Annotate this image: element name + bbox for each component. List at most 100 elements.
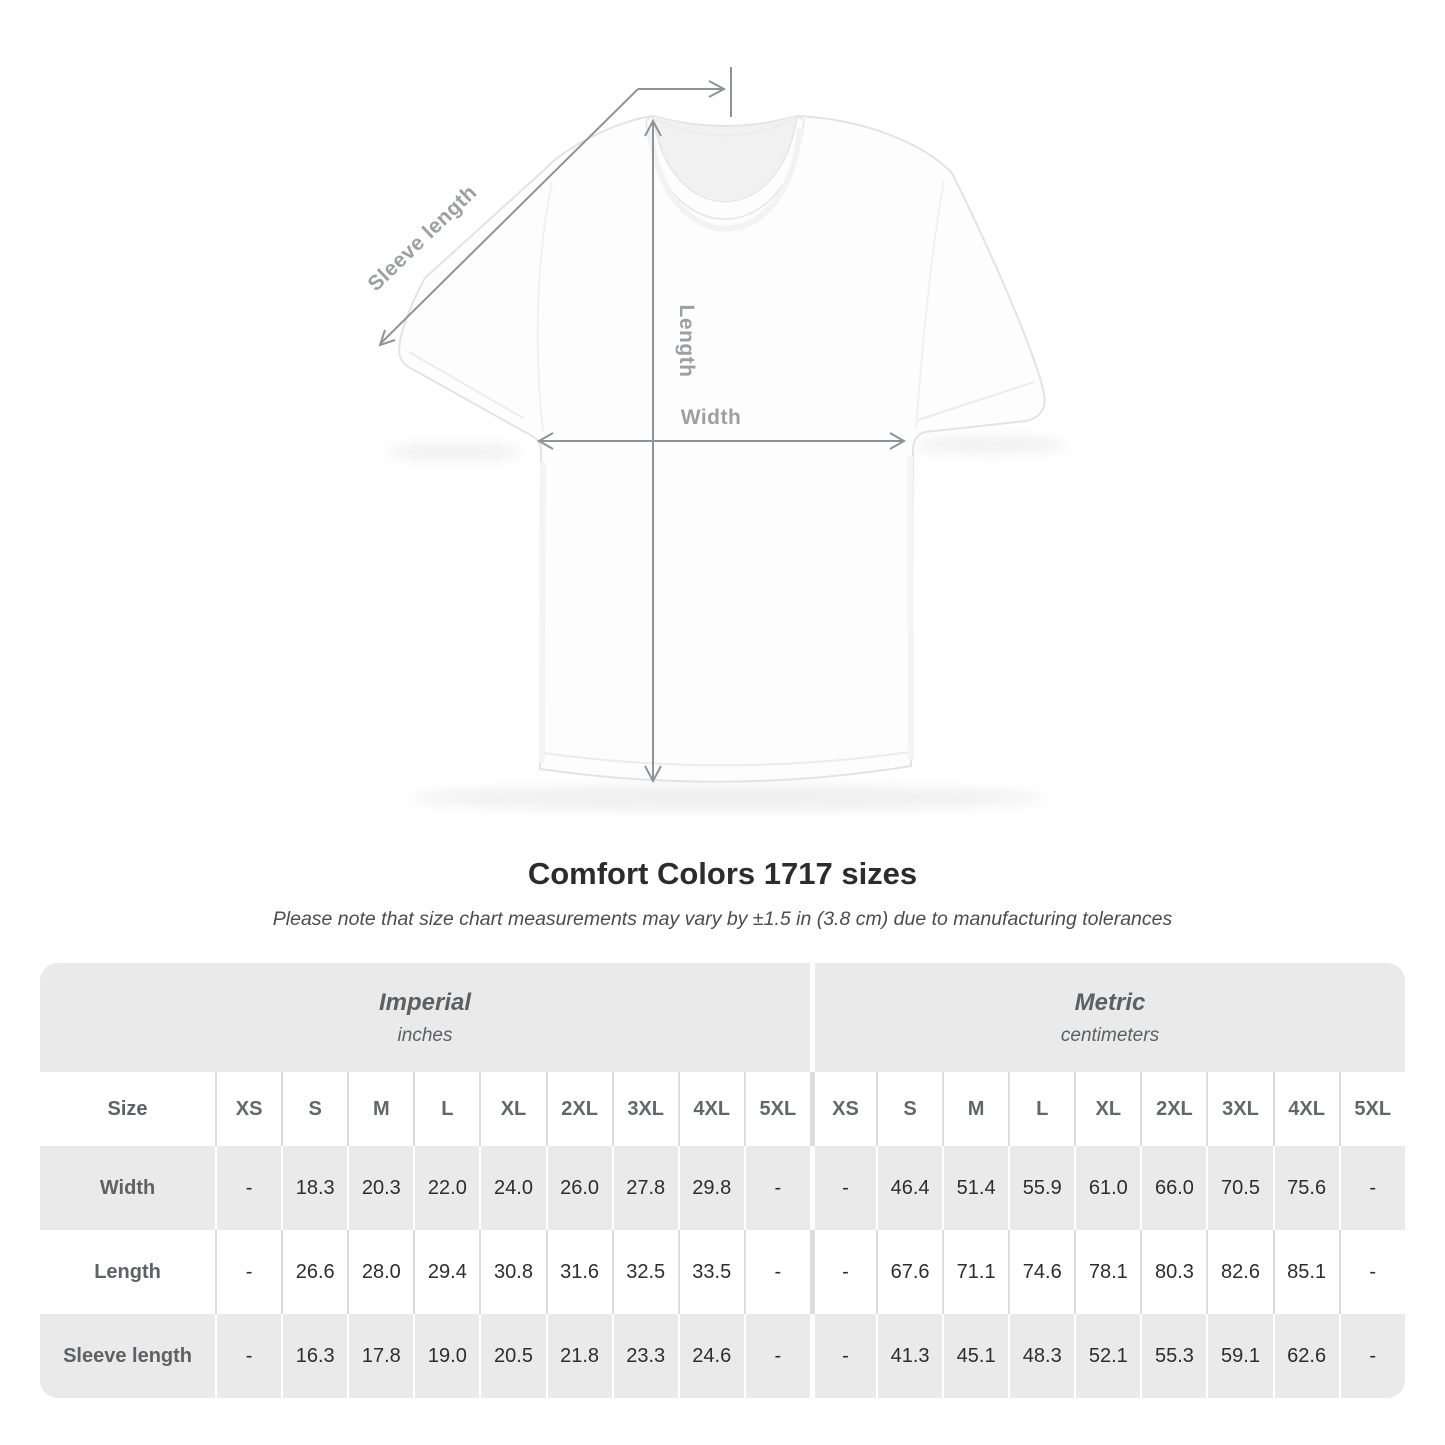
length-arrow bbox=[644, 118, 662, 784]
metric-value-cell: - bbox=[1338, 1230, 1405, 1314]
width-label: Width bbox=[681, 406, 742, 429]
metric-value-cell: 55.3 bbox=[1140, 1314, 1206, 1398]
metric-value-cell: 75.6 bbox=[1272, 1146, 1339, 1230]
metric-value-cell: 71.1 bbox=[942, 1230, 1008, 1314]
metric-value-cell: 46.4 bbox=[876, 1146, 942, 1230]
imperial-value-cell: 19.0 bbox=[413, 1314, 479, 1398]
sleeve-length-row: Sleeve length -16.3 17.8 19.0 20.5 21.8 23.3 24… bbox=[40, 1314, 1405, 1398]
imperial-size-header: S bbox=[281, 1072, 347, 1146]
tshirt-shape bbox=[398, 114, 1046, 783]
tolerance-note: Please note that size chart measurements… bbox=[272, 908, 1173, 930]
size-table: Imperial inches Metric centimeters Size X… bbox=[40, 963, 1405, 1398]
imperial-sublabel: inches bbox=[397, 1024, 453, 1046]
imperial-value-cell: 32.5 bbox=[611, 1230, 678, 1314]
imperial-value-cell: 18.3 bbox=[281, 1146, 347, 1230]
imperial-value-cell: 16.3 bbox=[281, 1314, 347, 1398]
imperial-size-header: 3XL bbox=[611, 1072, 678, 1146]
metric-sublabel: centimeters bbox=[1060, 1024, 1160, 1046]
metric-size-header: XS bbox=[809, 1072, 876, 1146]
imperial-value-cell: 33.5 bbox=[677, 1230, 744, 1314]
imperial-size-header: L bbox=[413, 1072, 479, 1146]
metric-value-cell: - bbox=[809, 1314, 876, 1398]
metric-value-cell: 74.6 bbox=[1008, 1230, 1074, 1314]
metric-value-cell: 59.1 bbox=[1206, 1314, 1272, 1398]
metric-label: Metric bbox=[1074, 988, 1146, 1016]
tshirt-diagram: Sleeve length Length Width bbox=[363, 67, 1070, 811]
metric-size-header: M bbox=[942, 1072, 1008, 1146]
imperial-size-header: M bbox=[347, 1072, 413, 1146]
imperial-value-cell: 22.0 bbox=[413, 1146, 479, 1230]
imperial-value-cell: - bbox=[743, 1230, 810, 1314]
size-header-row: Size XS S M L XL 2XL 3XL 4XL 5XL XS S M L XL 2XL 3XL 4XL 5… bbox=[40, 1072, 1405, 1146]
measurement-row-label: Width bbox=[99, 1176, 156, 1199]
metric-value-cell: 45.1 bbox=[942, 1314, 1008, 1398]
width-arrow bbox=[536, 432, 907, 450]
metric-value-cell: 55.9 bbox=[1008, 1146, 1074, 1230]
metric-size-header: L bbox=[1008, 1072, 1074, 1146]
length-label: Length bbox=[675, 305, 698, 378]
imperial-value-cell: 29.8 bbox=[677, 1146, 744, 1230]
metric-value-cell: - bbox=[809, 1146, 876, 1230]
imperial-value-cell: 26.0 bbox=[545, 1146, 612, 1230]
imperial-value-cell: 24.0 bbox=[479, 1146, 545, 1230]
metric-value-cell: 82.6 bbox=[1206, 1230, 1272, 1314]
imperial-value-cell: 30.8 bbox=[479, 1230, 545, 1314]
imperial-value-cell: 20.5 bbox=[479, 1314, 545, 1398]
metric-value-cell: - bbox=[1338, 1146, 1405, 1230]
metric-value-cell: 62.6 bbox=[1272, 1314, 1339, 1398]
imperial-size-header: 2XL bbox=[545, 1072, 612, 1146]
length-row: Length -26.6 28.0 29.4 30.8 31.6 32.5 33.5- -67.… bbox=[40, 1230, 1405, 1314]
metric-size-header: 3XL bbox=[1206, 1072, 1272, 1146]
metric-value-cell: 51.4 bbox=[942, 1146, 1008, 1230]
imperial-value-cell: - bbox=[215, 1314, 281, 1398]
imperial-size-header: 4XL bbox=[677, 1072, 744, 1146]
metric-size-header: XL bbox=[1074, 1072, 1140, 1146]
metric-group-header: Metric centimeters bbox=[809, 963, 1405, 1072]
metric-value-cell: 70.5 bbox=[1206, 1146, 1272, 1230]
imperial-value-cell: 29.4 bbox=[413, 1230, 479, 1314]
imperial-value-cell: 20.3 bbox=[347, 1146, 413, 1230]
metric-value-cell: - bbox=[809, 1230, 876, 1314]
size-column-header: Size bbox=[107, 1097, 148, 1120]
imperial-value-cell: - bbox=[743, 1314, 810, 1398]
metric-value-cell: 85.1 bbox=[1272, 1230, 1339, 1314]
imperial-value-cell: 21.8 bbox=[545, 1314, 612, 1398]
metric-value-cell: 67.6 bbox=[876, 1230, 942, 1314]
imperial-size-header: XS bbox=[215, 1072, 281, 1146]
metric-value-cell: 66.0 bbox=[1140, 1146, 1206, 1230]
metric-value-cell: 41.3 bbox=[876, 1314, 942, 1398]
metric-size-header: 4XL bbox=[1272, 1072, 1339, 1146]
measurement-row-label: Length bbox=[94, 1260, 161, 1283]
tshirt-illustration: Sleeve length Length Width bbox=[363, 67, 1070, 811]
metric-value-cell: 78.1 bbox=[1074, 1230, 1140, 1314]
imperial-label: Imperial bbox=[378, 988, 472, 1016]
imperial-group-header: Imperial inches bbox=[40, 963, 810, 1072]
width-row: Width -18.3 20.3 22.0 24.0 26.0 27.8 29.8- -46.4… bbox=[40, 1146, 1405, 1230]
imperial-value-cell: 17.8 bbox=[347, 1314, 413, 1398]
metric-size-header: 2XL bbox=[1140, 1072, 1206, 1146]
measurement-row-label: Sleeve length bbox=[63, 1344, 192, 1367]
metric-value-cell: 48.3 bbox=[1008, 1314, 1074, 1398]
metric-size-header: 5XL bbox=[1338, 1072, 1405, 1146]
imperial-value-cell: 27.8 bbox=[611, 1146, 678, 1230]
metric-size-header: S bbox=[876, 1072, 942, 1146]
imperial-size-header: XL bbox=[479, 1072, 545, 1146]
metric-value-cell: 80.3 bbox=[1140, 1230, 1206, 1314]
shirt-shadow bbox=[385, 435, 1070, 811]
unit-group-header-row: Imperial inches Metric centimeters bbox=[40, 963, 1405, 1072]
imperial-value-cell: 26.6 bbox=[281, 1230, 347, 1314]
page-title: Comfort Colors 1717 sizes bbox=[527, 856, 918, 891]
imperial-value-cell: 24.6 bbox=[677, 1314, 744, 1398]
imperial-value-cell: - bbox=[215, 1230, 281, 1314]
imperial-value-cell: 31.6 bbox=[545, 1230, 612, 1314]
metric-value-cell: 52.1 bbox=[1074, 1314, 1140, 1398]
metric-value-cell: - bbox=[1338, 1314, 1405, 1398]
sleeve-length-arrow bbox=[378, 67, 732, 347]
imperial-value-cell: 28.0 bbox=[347, 1230, 413, 1314]
imperial-value-cell: - bbox=[743, 1146, 810, 1230]
imperial-size-header: 5XL bbox=[743, 1072, 810, 1146]
metric-value-cell: 61.0 bbox=[1074, 1146, 1140, 1230]
imperial-value-cell: 23.3 bbox=[611, 1314, 678, 1398]
imperial-value-cell: - bbox=[215, 1146, 281, 1230]
